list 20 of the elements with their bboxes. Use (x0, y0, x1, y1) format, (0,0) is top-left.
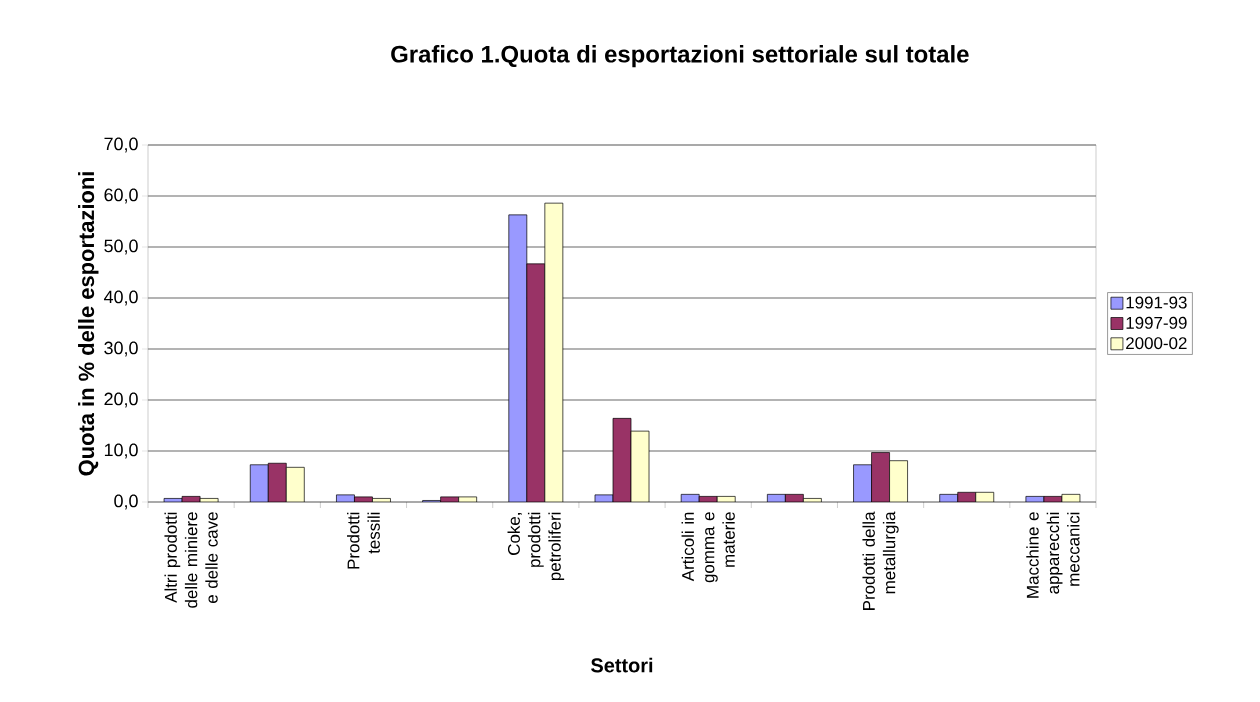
x-tick-label: Prodotti della metallurgia (862, 511, 899, 610)
legend-label: 1997-99 (1126, 316, 1187, 329)
y-tick-label: 60,0 (104, 188, 138, 204)
x-tick-label: Prodotti tessili (347, 512, 380, 569)
y-tick-label: 30,0 (104, 341, 138, 357)
x-tick-label: Altri prodotti delle miniere e delle cave (164, 512, 218, 608)
y-tick-label: 10,0 (104, 443, 138, 459)
y-tick-label: 50,0 (104, 239, 138, 255)
y-tick-label: 40,0 (103, 290, 138, 306)
x-axis-title: Settori (591, 657, 653, 673)
x-tick-label: Articoli in gomma e materie (681, 512, 735, 583)
chart-title: Grafico 1.Quota di esportazioni settoriale sul totale (391, 45, 969, 68)
y-tick-label: 70,0 (104, 137, 138, 153)
x-tick-label: Macchine e apparecchi meccanici (1026, 512, 1080, 598)
x-tick-label: Coke, prodotti petroliferi (507, 512, 565, 581)
legend-label: 1991-93 (1126, 296, 1187, 309)
y-axis-title: Quota in % delle esportazioni (78, 172, 99, 476)
y-tick-label: 20,0 (104, 392, 138, 408)
y-tick-label: 0,0 (114, 494, 138, 510)
legend-label: 2000-02 (1126, 337, 1187, 350)
